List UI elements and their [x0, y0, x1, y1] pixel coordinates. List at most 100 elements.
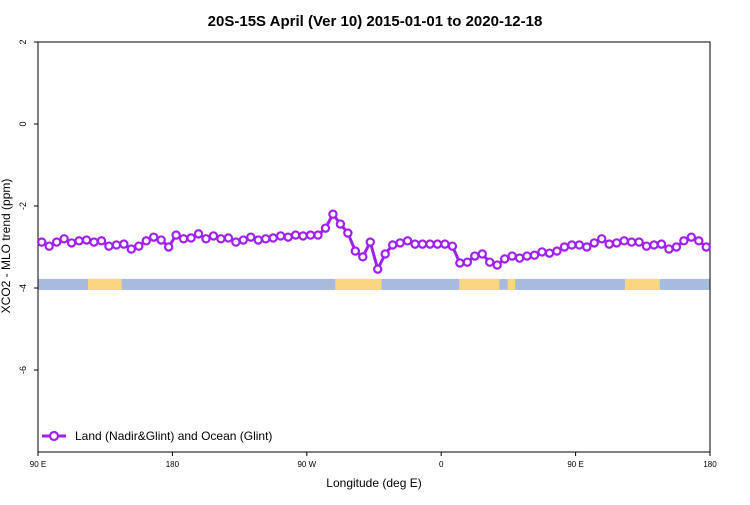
- data-point: [119, 239, 129, 249]
- data-point: [238, 235, 249, 245]
- data-point: [477, 249, 487, 259]
- data-point: [104, 241, 114, 251]
- data-point: [664, 244, 674, 254]
- data-point: [567, 240, 577, 250]
- data-point: [679, 236, 689, 246]
- chart-title: 20S-15S April (Ver 10) 2015-01-01 to 202…: [208, 13, 543, 30]
- land-band: [335, 278, 382, 290]
- data-point: [275, 231, 286, 241]
- y-tick-label: -2: [18, 202, 28, 210]
- data-point: [425, 239, 435, 249]
- data-point: [37, 237, 47, 247]
- data-point: [313, 230, 323, 240]
- data-point: [111, 240, 122, 250]
- legend-label: Land (Nadir&Glint) and Ocean (Glint): [75, 429, 272, 443]
- data-point: [261, 234, 271, 244]
- y-tick-label: -4: [18, 284, 28, 292]
- data-point: [626, 237, 637, 247]
- data-point: [246, 232, 256, 242]
- data-point: [402, 236, 413, 246]
- data-point: [201, 234, 211, 244]
- data-point: [81, 235, 92, 245]
- data-point: [499, 254, 510, 264]
- data-point: [694, 236, 704, 246]
- data-point: [365, 237, 375, 247]
- data-point: [470, 251, 480, 261]
- data-point: [440, 239, 450, 249]
- data-point: [432, 239, 443, 249]
- data-point: [649, 240, 659, 250]
- data-point: [462, 257, 473, 267]
- land-band: [459, 278, 500, 290]
- x-tick-label: 90 E: [567, 460, 583, 469]
- data-point: [290, 230, 301, 240]
- y-axis-label: XCO2 - MLO trend (ppm): [0, 179, 13, 314]
- data-point: [507, 251, 517, 261]
- data-point: [268, 233, 278, 243]
- data-point: [701, 242, 711, 252]
- data-point: [328, 209, 338, 219]
- data-point: [223, 233, 234, 243]
- data-point: [126, 244, 137, 254]
- data-point: [231, 237, 241, 247]
- land-band: [624, 278, 660, 290]
- data-point: [410, 239, 420, 249]
- data-point: [582, 242, 592, 252]
- land-band: [507, 278, 516, 290]
- data-point: [149, 232, 159, 242]
- data-point: [656, 239, 667, 249]
- data-point: [51, 237, 62, 247]
- y-tick-label: 0: [18, 121, 28, 126]
- data-point: [634, 237, 644, 247]
- land-band: [88, 278, 122, 290]
- data-point: [485, 257, 495, 267]
- data-point: [589, 238, 599, 248]
- data-point: [537, 247, 547, 257]
- data-point: [604, 239, 614, 249]
- data-point: [671, 242, 682, 252]
- x-tick-label: 180: [703, 460, 717, 469]
- x-tick-label: 0: [439, 460, 444, 469]
- data-point: [134, 241, 144, 251]
- y-tick-label: -6: [18, 366, 28, 374]
- data-point: [44, 241, 54, 251]
- data-point: [320, 223, 331, 233]
- data-point: [529, 250, 540, 260]
- data-point: [387, 240, 398, 250]
- data-point: [216, 234, 226, 244]
- data-point: [253, 235, 263, 245]
- data-point: [283, 232, 293, 242]
- data-point: [305, 230, 316, 240]
- data-point: [455, 258, 465, 268]
- data-point: [208, 231, 219, 241]
- data-point: [395, 238, 405, 248]
- data-point: [178, 234, 189, 244]
- data-point: [544, 248, 555, 258]
- data-point: [522, 251, 532, 261]
- data-point: [619, 236, 629, 246]
- data-point: [171, 230, 181, 240]
- data-point: [373, 264, 383, 274]
- data-point: [66, 238, 77, 248]
- data-point: [350, 246, 361, 256]
- x-axis-label: Longitude (deg E): [326, 476, 421, 490]
- data-point: [186, 233, 196, 243]
- data-point: [597, 234, 607, 244]
- data-point: [343, 228, 353, 238]
- data-point: [641, 241, 652, 251]
- data-point: [358, 252, 368, 262]
- data-point: [156, 235, 166, 245]
- data-point: [298, 231, 308, 241]
- data-point: [417, 239, 428, 249]
- x-tick-label: 180: [166, 460, 180, 469]
- data-point: [380, 249, 390, 259]
- data-point: [193, 229, 204, 239]
- data-point: [686, 232, 697, 242]
- data-point: [335, 219, 346, 229]
- data-point: [59, 234, 69, 244]
- legend-marker: [48, 430, 60, 442]
- data-point: [89, 237, 99, 247]
- x-tick-label: 90 E: [30, 460, 46, 469]
